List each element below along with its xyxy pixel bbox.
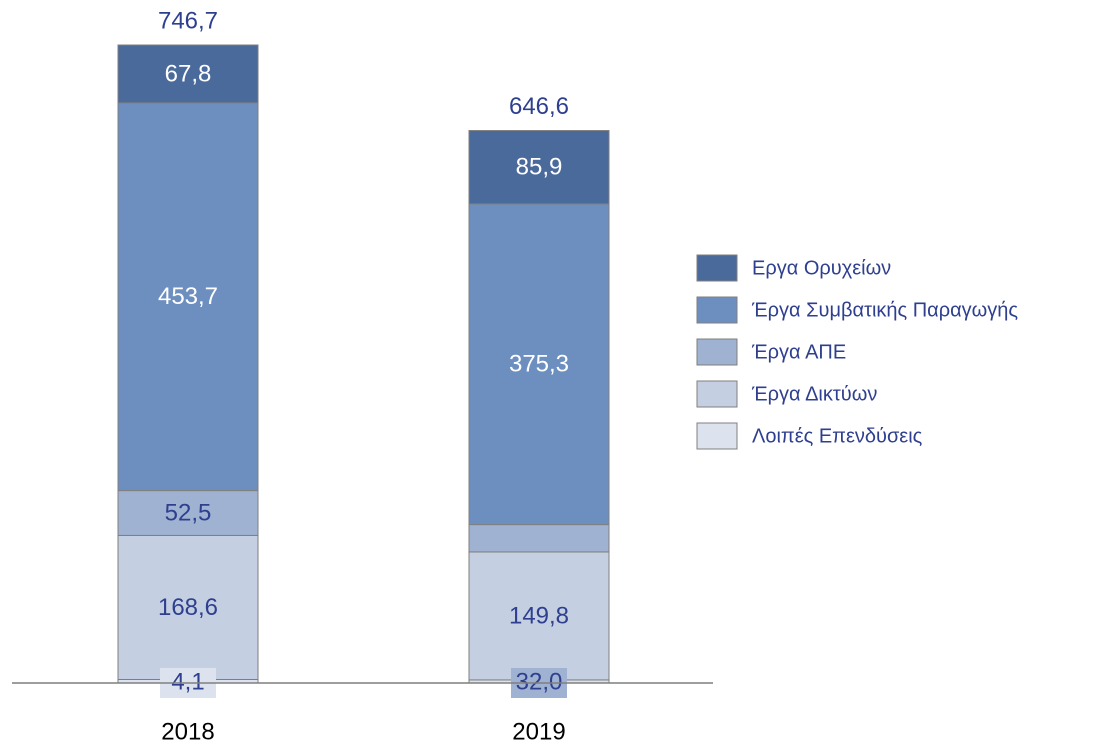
data-label: 85,9 xyxy=(516,154,563,181)
bar-segment xyxy=(468,524,610,553)
data-label: 168,6 xyxy=(158,594,218,621)
bar-segment xyxy=(117,534,259,680)
legend-label: Λοιπές Επενδύσεις xyxy=(752,425,923,447)
data-label: 375,3 xyxy=(509,351,569,378)
x-tick-label: 2019 xyxy=(512,718,565,745)
legend-swatch xyxy=(696,296,738,324)
legend-swatch xyxy=(696,254,738,282)
data-label: 52,5 xyxy=(165,499,212,526)
legend-label: Έργα Δικτύων xyxy=(751,383,877,405)
total-label: 746,7 xyxy=(158,7,218,34)
bar-segment xyxy=(117,44,259,104)
bar-segment xyxy=(117,490,259,536)
data-label: 453,7 xyxy=(158,283,218,310)
bar-segment xyxy=(117,102,259,492)
bar-segment xyxy=(468,130,610,205)
total-label: 646,6 xyxy=(509,93,569,120)
legend-swatch xyxy=(696,422,738,450)
data-label: 32,0 xyxy=(516,668,563,695)
legend-label: Εργα Ορυχείων xyxy=(752,257,891,279)
legend-label: Έργα Συμβατικής Παραγωγής xyxy=(751,299,1018,321)
data-label: 4,1 xyxy=(171,668,204,695)
bar-segment xyxy=(468,551,610,681)
legend-label: Έργα ΑΠΕ xyxy=(751,341,846,363)
data-label: 67,8 xyxy=(165,60,212,87)
x-tick-label: 2018 xyxy=(161,718,214,745)
bar-segment xyxy=(468,203,610,526)
data-label: 149,8 xyxy=(509,602,569,629)
legend-swatch xyxy=(696,380,738,408)
legend-swatch xyxy=(696,338,738,366)
